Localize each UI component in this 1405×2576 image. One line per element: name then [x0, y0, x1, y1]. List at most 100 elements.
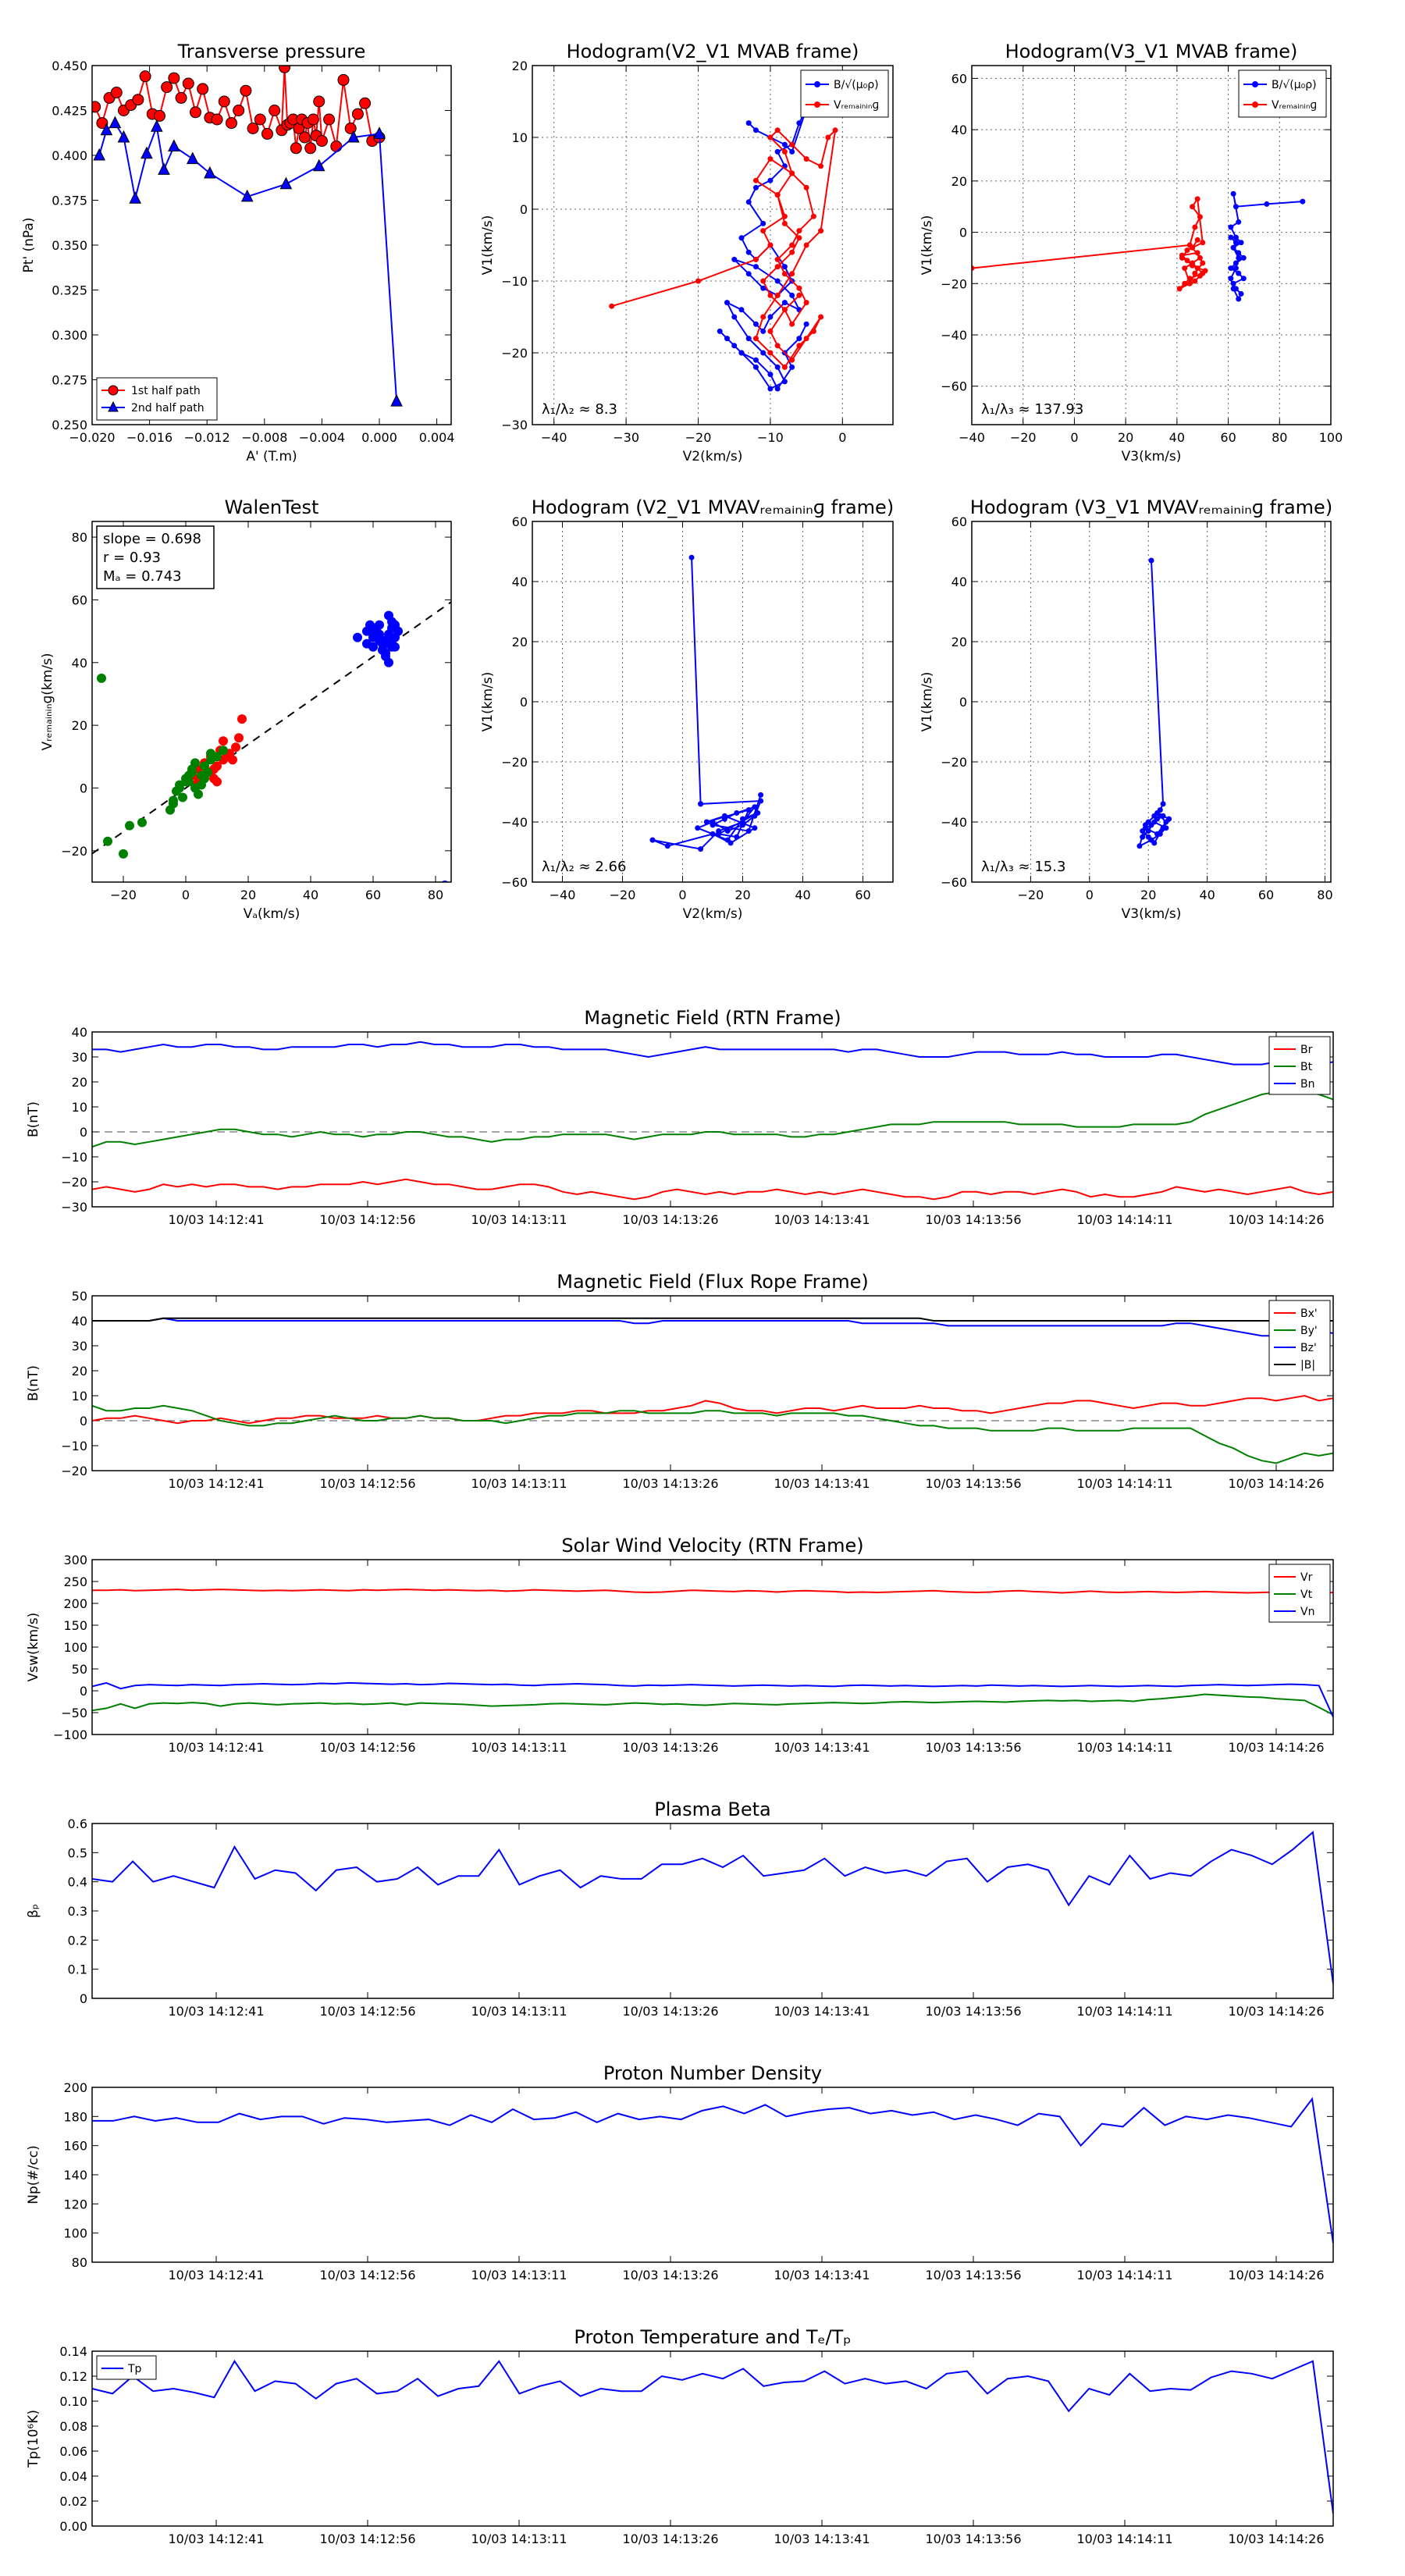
data-point [774, 278, 781, 284]
x-tick-label: −20 [1018, 888, 1044, 902]
legend-marker [1252, 101, 1258, 108]
y-tick-label: 0.6 [68, 1816, 87, 1831]
y-axis-label: Pt' (nPa) [21, 218, 37, 273]
y-axis-label: V1(km/s) [919, 672, 935, 732]
legend-label: Br [1300, 1044, 1313, 1056]
series-line-1 [98, 122, 398, 402]
y-axis-label: Tp(10⁶K) [26, 2410, 41, 2468]
data-point [781, 264, 788, 270]
stats-box [96, 525, 215, 589]
data-point [752, 357, 759, 363]
y-tick-label: 150 [63, 1618, 87, 1633]
x-axis-label: A' (T.m) [246, 449, 297, 464]
chart-title: Proton Number Density [603, 2062, 822, 2084]
x-tick-label: −40 [541, 430, 567, 445]
y-tick-label: 40 [951, 575, 967, 589]
data-point [781, 220, 788, 226]
legend-marker [108, 400, 119, 412]
data-point [731, 343, 738, 349]
data-point [789, 364, 795, 370]
plot-area [92, 1589, 1333, 1718]
data-point [710, 831, 716, 837]
data-point [781, 271, 788, 277]
y-tick-label: 180 [63, 2109, 87, 2124]
data-point [1228, 276, 1234, 282]
plot-frame [91, 1031, 1334, 1208]
data-point [1194, 250, 1200, 256]
data-point [789, 170, 795, 176]
data-point [298, 131, 311, 144]
data-point [796, 343, 802, 349]
y-tick-label: 0.04 [59, 2469, 87, 2484]
legend-marker [108, 385, 119, 396]
walen-chart: −20 0 20 40 60 80 −20 0 20 40 60 80 WalenTest Vₐ(km/s… [40, 496, 452, 922]
data-point [649, 837, 656, 843]
data-point [760, 314, 767, 320]
time-tick-label: 10/03 14:12:56 [319, 1476, 415, 1491]
x-tick-label: −0.016 [126, 430, 173, 445]
data-point [186, 151, 199, 165]
y-tick-label: 40 [512, 575, 528, 589]
data-point [1240, 276, 1247, 282]
x-tick-label: −0.008 [241, 430, 287, 445]
data-point [233, 105, 245, 116]
x-tick-label: −40 [959, 430, 985, 445]
x-tick-label: 60 [1258, 888, 1274, 902]
y-tick-label: −30 [61, 1200, 87, 1215]
time-tick-label: 10/03 14:14:11 [1076, 1740, 1172, 1755]
data-point [261, 127, 273, 140]
data-point [1232, 260, 1239, 266]
x-tick-label: 0 [678, 888, 686, 902]
data-point [1154, 809, 1161, 816]
data-point [158, 162, 170, 175]
legend-label: B/√(μ₀ρ) [834, 79, 879, 91]
y-tick-label: 200 [63, 1596, 87, 1611]
data-point [212, 777, 222, 787]
time-tick-label: 10/03 14:12:41 [168, 1212, 264, 1227]
data-point [760, 228, 767, 234]
y-tick-label: 0.1 [68, 1962, 87, 1977]
data-point [304, 142, 317, 155]
legend-box [800, 69, 889, 118]
y-tick-label: 0.02 [59, 2494, 87, 2509]
x-tick-label: 0 [1070, 430, 1078, 445]
time-tick-label: 10/03 14:14:26 [1228, 1740, 1324, 1755]
data-point [1140, 834, 1146, 840]
plot-area [609, 105, 838, 392]
time-tick-label: 10/03 14:13:11 [471, 1212, 567, 1227]
data-point [721, 816, 727, 822]
y-tick-label: 50 [72, 1662, 87, 1677]
y-tick-label: −60 [941, 875, 967, 890]
time-tick-label: 10/03 14:13:11 [471, 1740, 567, 1755]
data-point [1186, 280, 1193, 286]
data-point [781, 307, 788, 313]
data-point [1228, 234, 1234, 240]
x-tick-label: 0 [838, 430, 846, 445]
legend-box [96, 377, 218, 421]
time-tick-label: 10/03 14:13:11 [471, 2532, 567, 2546]
x-axis-label: V3(km/s) [1122, 449, 1182, 464]
time-tick-label: 10/03 14:13:26 [622, 1740, 718, 1755]
legend-label: Tp [127, 2363, 142, 2375]
data-point [781, 148, 788, 155]
legend-marker [1252, 81, 1258, 87]
x-tick-label: −30 [613, 430, 639, 445]
stats-line: Mₐ = 0.743 [103, 568, 182, 585]
data-point [139, 70, 151, 83]
data-point [1179, 252, 1185, 258]
y-tick-label: −10 [61, 1439, 87, 1453]
data-point [803, 184, 809, 190]
data-point [796, 285, 802, 291]
x-tick-label: 0 [1086, 888, 1094, 902]
y-axis-label: Vᵣₑₘₐᵢₙᵢₙɡ(km/s) [40, 653, 55, 750]
x-axis-label: V2(km/s) [683, 449, 743, 464]
legend-label: By' [1300, 1325, 1318, 1337]
data-point [664, 843, 670, 849]
data-point [347, 130, 360, 143]
data-point [92, 101, 101, 113]
data-point [810, 213, 816, 219]
plot-frame [532, 521, 894, 883]
data-point [774, 343, 781, 349]
x-tick-label: 80 [1317, 888, 1332, 902]
